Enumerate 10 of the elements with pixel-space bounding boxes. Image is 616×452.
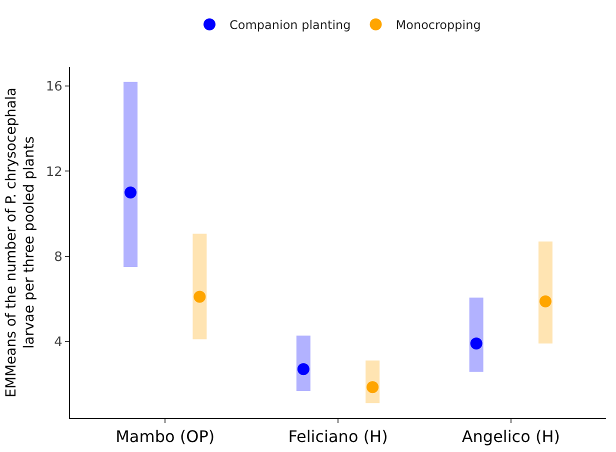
legend-label: Companion planting — [230, 18, 351, 32]
x-tick-label: Feliciano (H) — [288, 427, 388, 446]
x-tick-label: Angelico (H) — [462, 427, 560, 446]
y-tick-label: 16 — [46, 80, 62, 95]
x-tick-label: Mambo (OP) — [116, 427, 215, 446]
y-axis-title: EMMeans of the number of P. chrysocephala larvae per three pooled plants — [3, 88, 38, 398]
y-tick-label: 12 — [46, 164, 62, 180]
y-tick-label: 4 — [54, 334, 62, 350]
y-tick-label: 8 — [54, 250, 62, 265]
legend-label: Monocropping — [396, 18, 481, 32]
